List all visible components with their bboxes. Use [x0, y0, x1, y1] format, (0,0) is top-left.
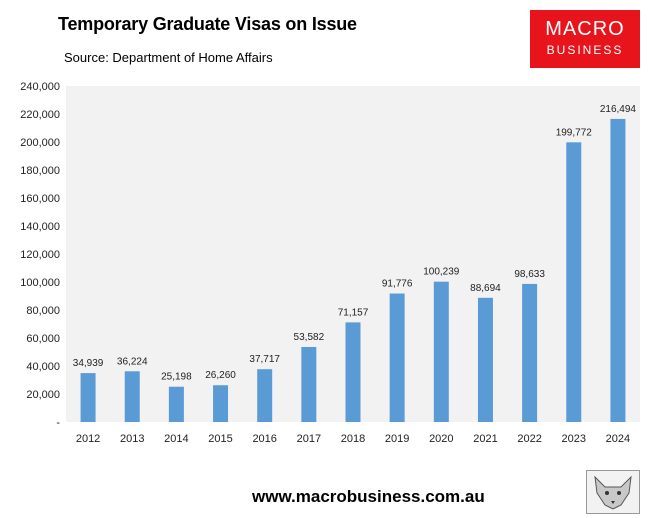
data-labels: 34,939 36,224 25,198 26,260 37,717 53,582 71,1…	[73, 104, 637, 383]
x-tick-label: 2014	[164, 433, 188, 445]
data-label-2018: 71,157	[338, 307, 369, 318]
x-tick-label: 2019	[385, 433, 409, 445]
footer-url: www.macrobusiness.com.au	[252, 487, 485, 506]
x-tick-label: 2024	[606, 433, 630, 445]
data-label-2022: 98,633	[514, 269, 545, 280]
y-tick-label: 200,000	[20, 137, 60, 149]
bar-2016	[257, 369, 273, 422]
x-tick-label: 2016	[252, 433, 276, 445]
data-label-2016: 37,717	[249, 354, 280, 365]
bar-2017	[301, 346, 317, 422]
bar-2024	[610, 118, 626, 423]
macrobusiness-logo: MACRO BUSINESS	[530, 10, 640, 68]
data-label-2014: 25,198	[161, 372, 192, 383]
bar-2019	[389, 293, 405, 422]
logo-line-2: BUSINESS	[546, 43, 624, 57]
y-tick-label: 180,000	[20, 165, 60, 177]
y-tick-label: 240,000	[20, 81, 60, 93]
x-tick-label: 2021	[473, 433, 497, 445]
x-tick-label: 2017	[297, 433, 321, 445]
x-tick-label: 2013	[120, 433, 144, 445]
x-tick-label: 2022	[517, 433, 541, 445]
y-axis: - 20,000 40,000 60,000 80,000 100,000 120,000 1…	[20, 81, 60, 429]
bar-2015	[213, 385, 229, 422]
bar-2021	[477, 297, 493, 422]
y-tick-label: 140,000	[20, 221, 60, 233]
chart-title: Temporary Graduate Visas on Issue	[58, 14, 357, 34]
bar-2013	[124, 371, 140, 422]
bar-2022	[522, 283, 538, 422]
data-label-2017: 53,582	[294, 332, 325, 343]
bar-2018	[345, 322, 361, 422]
y-tick-label: -	[56, 417, 60, 429]
data-label-2024: 216,494	[600, 104, 637, 115]
x-tick-label: 2020	[429, 433, 453, 445]
data-label-2015: 26,260	[205, 370, 236, 381]
fox-logo-image	[586, 470, 640, 514]
chart-subtitle: Source: Department of Home Affairs	[64, 50, 273, 65]
data-label-2021: 88,694	[470, 283, 501, 294]
y-tick-label: 100,000	[20, 277, 60, 289]
data-label-2012: 34,939	[73, 358, 104, 369]
x-axis: 2012 2013 2014 2015 2016 2017 2018 2019 2020 2021…	[76, 433, 630, 445]
x-tick-label: 2018	[341, 433, 365, 445]
y-tick-label: 80,000	[26, 305, 60, 317]
data-label-2023: 199,772	[556, 127, 593, 138]
y-tick-label: 40,000	[26, 361, 60, 373]
data-label-2013: 36,224	[117, 356, 148, 367]
data-label-2020: 100,239	[423, 267, 460, 278]
bar-2014	[168, 386, 184, 422]
x-tick-label: 2023	[562, 433, 586, 445]
bar-2012	[80, 373, 96, 422]
bar-2020	[433, 281, 449, 422]
data-label-2019: 91,776	[382, 279, 413, 290]
y-tick-label: 220,000	[20, 109, 60, 121]
bar-2023	[566, 142, 582, 422]
y-tick-label: 60,000	[26, 333, 60, 345]
y-tick-label: 160,000	[20, 193, 60, 205]
x-tick-label: 2012	[76, 433, 100, 445]
y-tick-label: 20,000	[26, 389, 60, 401]
y-tick-label: 120,000	[20, 249, 60, 261]
x-tick-label: 2015	[208, 433, 232, 445]
bars	[80, 118, 626, 423]
logo-line-1: MACRO	[545, 18, 625, 40]
